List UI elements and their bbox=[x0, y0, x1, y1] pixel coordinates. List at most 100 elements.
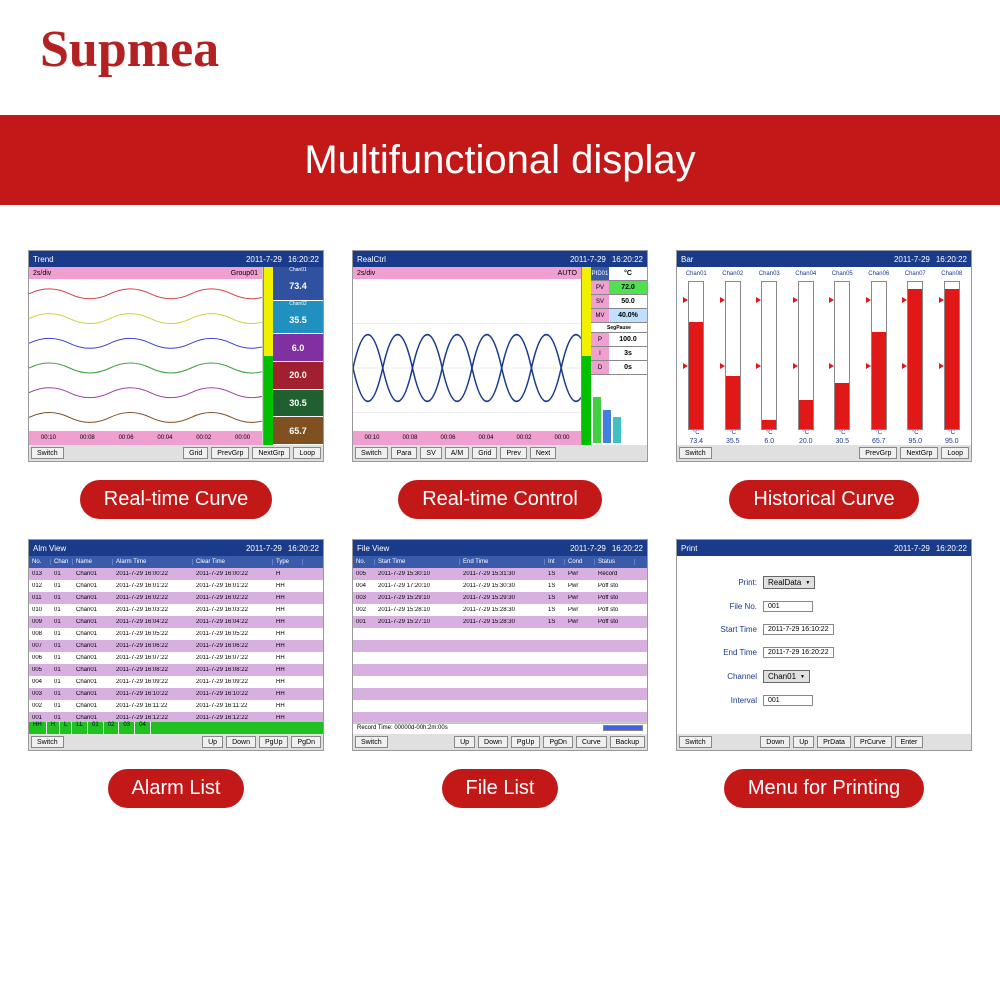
cell-trend: Trend 2011-7-2916:20:22 2s/divGroup01 00… bbox=[28, 250, 324, 519]
input-value[interactable]: 2011-7-29 16:20:22 bbox=[763, 647, 834, 658]
button-switch[interactable]: Switch bbox=[355, 736, 388, 748]
footer-buttons: Switch GridPrevGrpNextGrpLoop bbox=[29, 445, 323, 461]
file-row[interactable]: 0042011-7-29 17:20:102011-7-29 15:30:301… bbox=[353, 580, 647, 592]
button-up[interactable]: Up bbox=[202, 736, 223, 748]
caption: Real-time Curve bbox=[80, 480, 272, 519]
screen-trend: Trend 2011-7-2916:20:22 2s/divGroup01 00… bbox=[28, 250, 324, 462]
screens-grid: Trend 2011-7-2916:20:22 2s/divGroup01 00… bbox=[28, 250, 972, 808]
realctrl-panel: PID01°C PV72.0 SV50.0 MV40.0% SegPause P… bbox=[591, 267, 647, 445]
screen-header: Trend 2011-7-2916:20:22 bbox=[29, 251, 323, 267]
screen-bar: Bar2011-7-2916:20:22 Chan01°C73.4Chan02°… bbox=[676, 250, 972, 462]
file-row[interactable]: 0052011-7-29 15:30:102011-7-29 15:31:301… bbox=[353, 568, 647, 580]
alarm-row[interactable]: 00901Chan012011-7-29 16:04:222011-7-29 1… bbox=[29, 616, 323, 628]
alarm-row[interactable]: 01101Chan012011-7-29 16:02:222011-7-29 1… bbox=[29, 592, 323, 604]
alarm-row[interactable]: 00401Chan012011-7-29 16:09:222011-7-29 1… bbox=[29, 676, 323, 688]
button-nextgrp[interactable]: NextGrp bbox=[900, 447, 938, 459]
print-field: File No.001 bbox=[687, 601, 961, 612]
button-switch[interactable]: Switch bbox=[679, 736, 712, 748]
button-curve[interactable]: Curve bbox=[576, 736, 607, 748]
screen-print: Print2011-7-2916:20:22 Print:RealDataFil… bbox=[676, 539, 972, 751]
input-value[interactable]: 2011-7-29 16:10:22 bbox=[763, 624, 834, 635]
time-axis: 00:1000:0800:0600:0400:0200:00 bbox=[29, 431, 262, 445]
file-row[interactable]: 0012011-7-29 15:27:102011-7-29 15:28:301… bbox=[353, 616, 647, 628]
trend-value: 20.0 bbox=[273, 362, 323, 390]
dropdown[interactable]: Chan01 bbox=[763, 670, 810, 683]
cell-realctrl: RealCtrl2011-7-2916:20:22 2s/divAUTO 00:… bbox=[352, 250, 648, 519]
bar-channel: Chan03°C6.0 bbox=[752, 271, 787, 445]
button-switch[interactable]: Switch bbox=[355, 447, 388, 459]
button-prcurve[interactable]: PrCurve bbox=[854, 736, 892, 748]
button-prevgrp[interactable]: PrevGrp bbox=[859, 447, 897, 459]
button-down[interactable]: Down bbox=[760, 736, 790, 748]
print-field: Start Time2011-7-29 16:10:22 bbox=[687, 624, 961, 635]
input-value[interactable]: 001 bbox=[763, 601, 813, 612]
cell-bar: Bar2011-7-2916:20:22 Chan01°C73.4Chan02°… bbox=[676, 250, 972, 519]
button-prev[interactable]: Prev bbox=[500, 447, 526, 459]
file-row[interactable]: 0022011-7-29 15:28:102011-7-29 15:28:301… bbox=[353, 604, 647, 616]
cell-file: File View2011-7-2916:20:22 No.Start Time… bbox=[352, 539, 648, 808]
alarm-row[interactable]: 00601Chan012011-7-29 16:07:222011-7-29 1… bbox=[29, 652, 323, 664]
button-grid[interactable]: Grid bbox=[472, 447, 497, 459]
button-para[interactable]: Para bbox=[391, 447, 418, 459]
bar-channel: Chan04°C20.0 bbox=[789, 271, 824, 445]
alarm-row[interactable]: 01001Chan012011-7-29 16:03:222011-7-29 1… bbox=[29, 604, 323, 616]
button-enter[interactable]: Enter bbox=[895, 736, 924, 748]
dropdown[interactable]: RealData bbox=[763, 576, 815, 589]
trend-chart: 2s/divGroup01 00:1000:0800:0600:0400:020… bbox=[29, 267, 263, 445]
brand-logo: Supmea bbox=[40, 20, 219, 79]
trend-value: 6.0 bbox=[273, 334, 323, 362]
bar-channel: Chan05°C30.5 bbox=[825, 271, 860, 445]
bar-channel: Chan07°C95.0 bbox=[898, 271, 933, 445]
button-sv[interactable]: SV bbox=[420, 447, 441, 459]
button-up[interactable]: Up bbox=[793, 736, 814, 748]
screen-alarm: Alm View2011-7-2916:20:22 No.ChanNameAla… bbox=[28, 539, 324, 751]
button-switch[interactable]: Switch bbox=[31, 736, 64, 748]
button-pgdn[interactable]: PgDn bbox=[543, 736, 573, 748]
button-pgup[interactable]: PgUp bbox=[511, 736, 541, 748]
title-bar: Multifunctional display bbox=[0, 115, 1000, 205]
button-up[interactable]: Up bbox=[454, 736, 475, 748]
input-value[interactable]: 001 bbox=[763, 695, 813, 706]
button-prdata[interactable]: PrData bbox=[817, 736, 851, 748]
alarm-row[interactable]: 00501Chan012011-7-29 16:08:222011-7-29 1… bbox=[29, 664, 323, 676]
button-next[interactable]: Next bbox=[530, 447, 556, 459]
screen-realctrl: RealCtrl2011-7-2916:20:22 2s/divAUTO 00:… bbox=[352, 250, 648, 462]
button-loop[interactable]: Loop bbox=[293, 447, 321, 459]
print-field: Interval001 bbox=[687, 695, 961, 706]
button-switch[interactable]: Switch bbox=[31, 447, 64, 459]
button-prevgrp[interactable]: PrevGrp bbox=[211, 447, 249, 459]
button-grid[interactable]: Grid bbox=[183, 447, 208, 459]
bar-channel: Chan01°C73.4 bbox=[679, 271, 714, 445]
bar-channel: Chan06°C65.7 bbox=[862, 271, 897, 445]
button-loop[interactable]: Loop bbox=[941, 447, 969, 459]
trend-value: 30.5 bbox=[273, 390, 323, 418]
bar-channel: Chan02°C35.5 bbox=[716, 271, 751, 445]
trend-scale bbox=[263, 267, 273, 445]
alarm-row[interactable]: 00801Chan012011-7-29 16:05:222011-7-29 1… bbox=[29, 628, 323, 640]
button-down[interactable]: Down bbox=[226, 736, 256, 748]
print-field: Print:RealData bbox=[687, 576, 961, 589]
trend-value: 35.5 bbox=[273, 307, 323, 335]
button-pgup[interactable]: PgUp bbox=[259, 736, 289, 748]
button-nextgrp[interactable]: NextGrp bbox=[252, 447, 290, 459]
print-field: End Time2011-7-29 16:20:22 bbox=[687, 647, 961, 658]
screen-file: File View2011-7-2916:20:22 No.Start Time… bbox=[352, 539, 648, 751]
button-pgdn[interactable]: PgDn bbox=[291, 736, 321, 748]
page-title: Multifunctional display bbox=[304, 138, 695, 183]
alarm-row[interactable]: 01201Chan012011-7-29 16:01:222011-7-29 1… bbox=[29, 580, 323, 592]
trend-values: Chan0173.4Chan0235.56.020.030.565.7 bbox=[273, 267, 323, 445]
alarm-row[interactable]: 01301Chan012011-7-29 16:00:222011-7-29 1… bbox=[29, 568, 323, 580]
alarm-row[interactable]: 00301Chan012011-7-29 16:10:222011-7-29 1… bbox=[29, 688, 323, 700]
button-switch[interactable]: Switch bbox=[679, 447, 712, 459]
file-row[interactable]: 0032011-7-29 15:29:102011-7-29 15:29:301… bbox=[353, 592, 647, 604]
cell-print: Print2011-7-2916:20:22 Print:RealDataFil… bbox=[676, 539, 972, 808]
print-field: ChannelChan01 bbox=[687, 670, 961, 683]
alarm-row[interactable]: 00701Chan012011-7-29 16:06:222011-7-29 1… bbox=[29, 640, 323, 652]
cell-alarm: Alm View2011-7-2916:20:22 No.ChanNameAla… bbox=[28, 539, 324, 808]
bar-channel: Chan08°C95.0 bbox=[935, 271, 970, 445]
button-a/m[interactable]: A/M bbox=[445, 447, 469, 459]
alarm-row[interactable]: 00201Chan012011-7-29 16:11:222011-7-29 1… bbox=[29, 700, 323, 712]
trend-value: 73.4 bbox=[273, 273, 323, 301]
button-down[interactable]: Down bbox=[478, 736, 508, 748]
button-backup[interactable]: Backup bbox=[610, 736, 645, 748]
